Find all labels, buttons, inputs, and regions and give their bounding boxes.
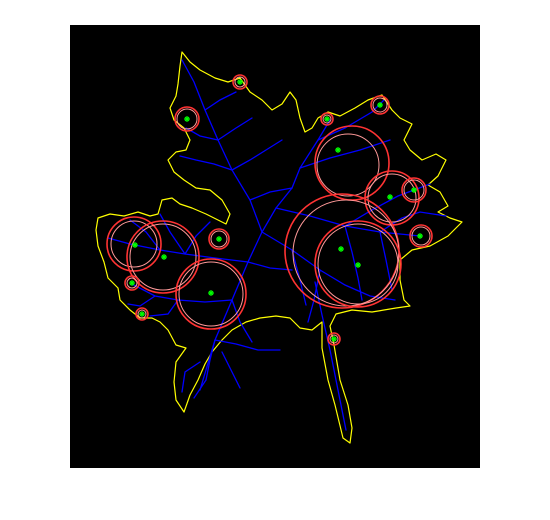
center-marker [411, 187, 417, 193]
detection-circle [327, 332, 341, 346]
detection-circle-inner [176, 108, 198, 130]
center-marker [355, 262, 361, 268]
detection-circle-inner [316, 133, 380, 197]
detected-circles [106, 74, 433, 346]
detection-circle-inner [210, 230, 228, 248]
detection-circle-inner [367, 173, 417, 223]
center-marker [335, 147, 341, 153]
detection-circle-inner [372, 97, 388, 113]
detection-circle-inner [234, 76, 246, 88]
detection-circle [370, 95, 390, 115]
detection-circle [401, 177, 427, 203]
branch-vein-6 [129, 213, 211, 255]
detection-circle [409, 224, 433, 248]
upper-vein [291, 119, 331, 189]
detection-circle-inner [110, 220, 158, 268]
detection-circle [175, 258, 247, 330]
center-marker [338, 246, 344, 252]
center-marker [139, 311, 145, 317]
detection-circle-inner [178, 261, 244, 327]
center-marker [129, 280, 135, 286]
image-axes [70, 25, 480, 468]
center-marker [331, 336, 337, 342]
detection-circle-inner [129, 223, 197, 291]
detection-circle-inner [126, 277, 138, 289]
branch-vein-7 [205, 299, 281, 381]
detection-circle-inner [322, 114, 332, 124]
center-marker [216, 236, 222, 242]
branch-vein-10 [181, 351, 241, 399]
detection-circle [124, 275, 140, 291]
center-marker [208, 290, 214, 296]
branch-vein-8 [127, 295, 179, 317]
detection-circle [135, 307, 149, 321]
center-marker [377, 102, 383, 108]
left-vein [107, 237, 249, 263]
center-marker [324, 116, 330, 122]
center-marker [161, 254, 167, 260]
detection-circle [126, 220, 200, 294]
detection-circle [174, 106, 200, 132]
branch-vein-11 [247, 187, 293, 271]
detection-circle-inner [137, 309, 147, 319]
detection-circle [208, 228, 230, 250]
detection-circle [232, 74, 248, 90]
leaf-outline [95, 51, 463, 444]
center-marker [237, 79, 243, 85]
center-marker [132, 242, 138, 248]
circle-centers [129, 79, 423, 342]
center-marker [387, 194, 393, 200]
detection-circle-inner [329, 334, 339, 344]
center-marker [417, 233, 423, 239]
detection-circle [320, 112, 334, 126]
detection-circle-inner [411, 226, 431, 246]
center-marker [184, 116, 190, 122]
detection-circle-inner [403, 179, 425, 201]
detection-circle [106, 216, 162, 272]
detection-circle [314, 220, 402, 308]
lower-right-vein [261, 231, 396, 301]
detection-circle-inner [317, 223, 399, 305]
branch-vein-1 [204, 91, 283, 171]
